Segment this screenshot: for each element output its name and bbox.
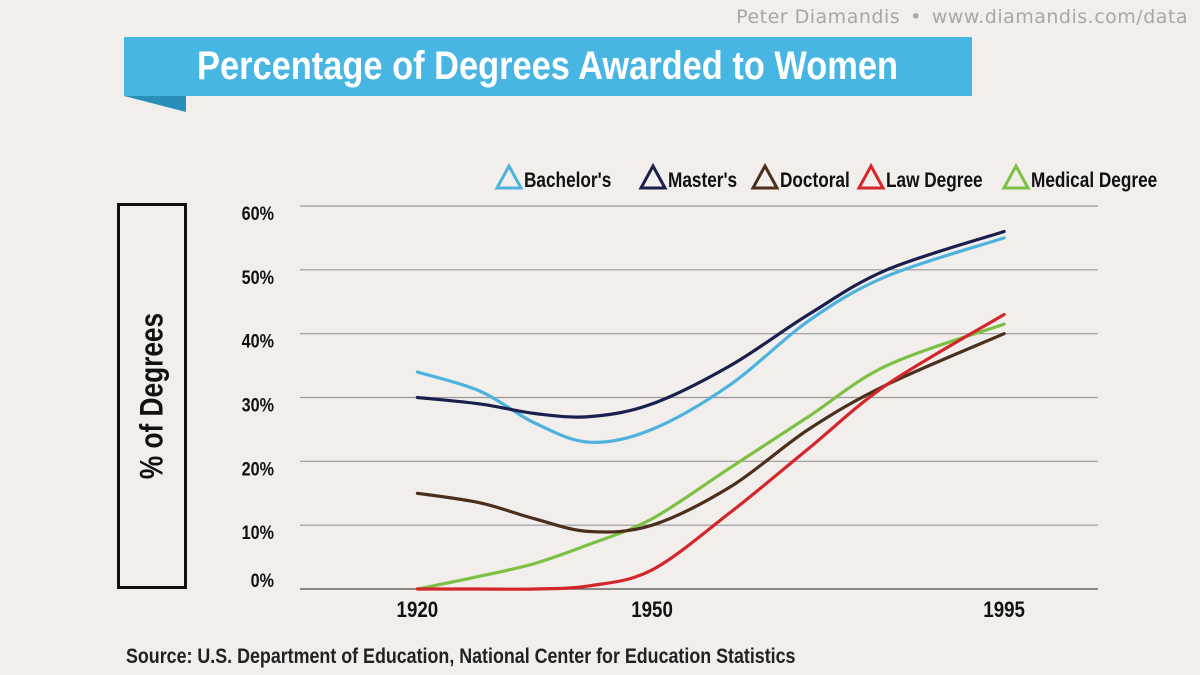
y-tick-label: 0% <box>251 570 275 592</box>
y-axis-label-box: % of Degrees <box>117 203 187 589</box>
legend-item-master-s: Master's <box>638 162 737 193</box>
legend-triangle-icon <box>750 162 780 190</box>
x-tick-label: 1920 <box>397 599 439 623</box>
series-line-bachelor-s <box>415 236 1006 444</box>
y-tick-label: 30% <box>242 394 275 416</box>
y-tick-label: 50% <box>242 267 275 289</box>
legend-item-medical-degree: Medical Degree <box>1001 162 1158 193</box>
author-url[interactable]: www.diamandis.com/data <box>931 6 1188 28</box>
legend-item-bachelor-s: Bachelor's <box>494 162 611 193</box>
title-banner-fold <box>124 96 186 112</box>
author-name: Peter Diamandis <box>736 6 901 28</box>
source-note: Source: U.S. Department of Education, Na… <box>126 645 796 668</box>
series-line-law-degree <box>415 312 1006 591</box>
legend-label: Medical Degree <box>1031 170 1158 193</box>
y-tick-label: 60% <box>242 203 275 225</box>
y-tick-label: 10% <box>242 522 275 544</box>
series-line-medical-degree <box>415 322 1006 591</box>
title-banner: Percentage of Degrees Awarded to Women <box>124 37 972 96</box>
x-tick-label: 1995 <box>983 599 1025 623</box>
series-line-master-s <box>415 229 1006 419</box>
legend-label: Doctoral <box>780 170 850 193</box>
legend-triangle-icon <box>856 162 886 190</box>
legend-item-law-degree: Law Degree <box>856 162 983 193</box>
y-tick-label: 20% <box>242 458 275 480</box>
legend-triangle-icon <box>638 162 668 190</box>
legend-label: Master's <box>668 170 737 193</box>
chart-title: Percentage of Degrees Awarded to Women <box>197 44 899 88</box>
x-tick-label: 1950 <box>631 599 673 623</box>
legend-triangle-icon <box>494 162 524 190</box>
legend-triangle-icon <box>1001 162 1031 190</box>
author-credit: Peter Diamandis • www.diamandis.com/data <box>736 6 1188 28</box>
legend-label: Law Degree <box>886 170 983 193</box>
legend-label: Bachelor's <box>524 170 611 193</box>
y-tick-label: 40% <box>242 330 275 352</box>
legend-item-doctoral: Doctoral <box>750 162 850 193</box>
series-line-doctoral <box>415 332 1006 534</box>
credit-separator: • <box>910 6 922 28</box>
